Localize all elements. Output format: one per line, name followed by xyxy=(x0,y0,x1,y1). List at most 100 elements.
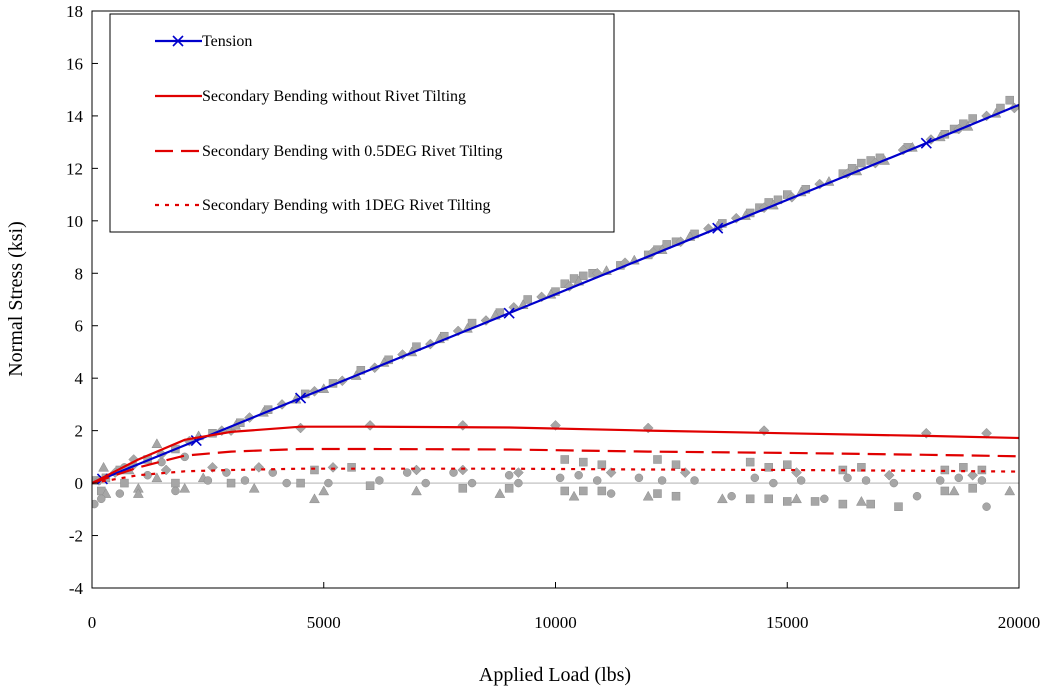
y-tick-label: 2 xyxy=(75,422,84,441)
scatter-point xyxy=(318,485,330,496)
series-line-4 xyxy=(92,467,1019,485)
scatter-point xyxy=(347,463,356,472)
scatter-point xyxy=(504,470,514,480)
scatter-point xyxy=(364,420,376,431)
scatter-point xyxy=(555,473,565,483)
x-tick-label: 15000 xyxy=(766,613,809,632)
scatter-point xyxy=(810,497,820,506)
scatter-point xyxy=(98,461,110,472)
scatter-point xyxy=(171,486,180,496)
scatter-point xyxy=(727,491,736,501)
scatter-point xyxy=(671,460,681,469)
scatter-point xyxy=(750,473,760,483)
legend: Tension Secondary Bending without Rivet T… xyxy=(109,13,615,233)
scatter-point xyxy=(120,478,129,488)
tension-x-marker xyxy=(712,222,724,234)
scatter-point xyxy=(791,493,802,504)
scatter-point xyxy=(203,476,213,485)
scatter-point xyxy=(894,502,903,511)
scatter-point xyxy=(560,455,570,464)
y-tick-label: 14 xyxy=(66,107,84,126)
series-line-2 xyxy=(92,425,1019,485)
plot-area xyxy=(92,95,1019,511)
y-axis-title: Normal Stress (ksi) xyxy=(5,221,27,377)
scatter-point xyxy=(838,499,848,509)
scatter-point xyxy=(889,478,899,488)
scatter-point xyxy=(883,469,895,481)
scatter-point xyxy=(597,460,607,469)
legend-label: Secondary Bending with 0.5DEG Rivet Tilt… xyxy=(202,143,502,160)
y-tick-label: 0 xyxy=(75,474,84,493)
scatter-point xyxy=(857,158,866,168)
scatter-point xyxy=(745,494,755,504)
scatter-point xyxy=(579,271,588,281)
scatter-point xyxy=(171,478,180,488)
scatter-point xyxy=(1005,95,1014,105)
scatter-point xyxy=(457,464,469,476)
scatter-point xyxy=(97,494,106,504)
y-tick-label: -4 xyxy=(69,579,84,598)
scatter-point xyxy=(504,484,514,493)
legend-item: Secondary Bending with 1DEG Rivet Tiltin… xyxy=(155,197,490,214)
scatter-point xyxy=(690,476,699,485)
y-axis-ticks: -4 -2 0 2 4 6 8 10 12 14 16 18 xyxy=(66,2,98,598)
scatter-point xyxy=(115,489,125,498)
scatter-point xyxy=(783,460,792,469)
legend-box xyxy=(109,13,615,233)
scatter-point xyxy=(967,469,979,481)
scatter-point xyxy=(982,502,991,511)
legend-label: Tension xyxy=(202,33,252,50)
scatter-point xyxy=(579,486,588,496)
y-tick-label: 4 xyxy=(75,369,84,388)
scatter-point xyxy=(783,497,792,506)
scatter-point xyxy=(568,490,580,501)
series-line-1 xyxy=(92,103,1019,485)
scatter-point xyxy=(653,455,662,464)
scatter-point xyxy=(282,478,291,488)
scatter-point xyxy=(642,490,654,501)
tension-x-marker xyxy=(295,392,307,404)
x-axis-title: Applied Load (lbs) xyxy=(479,664,631,686)
scatter-point xyxy=(855,495,867,506)
scatter-point xyxy=(769,478,778,488)
scatter-point xyxy=(861,476,871,485)
scatter-point xyxy=(657,476,667,485)
scatter-point xyxy=(494,488,506,498)
scatter-point xyxy=(226,478,236,488)
scatter-point xyxy=(606,489,616,498)
legend-item: Tension xyxy=(155,33,252,50)
tension-x-marker xyxy=(920,137,932,149)
scatter-point xyxy=(579,457,588,467)
scatter-point xyxy=(634,473,644,483)
tension-x-marker xyxy=(503,307,515,319)
scatter-point xyxy=(248,482,260,493)
scatter-point xyxy=(132,488,144,498)
scatter-point xyxy=(513,467,524,478)
y-tick-label: 8 xyxy=(75,264,84,283)
scatter-point xyxy=(92,499,99,509)
scatter-point xyxy=(796,476,806,485)
scatter-point xyxy=(954,473,963,483)
scatter-point xyxy=(597,486,607,496)
scatter-point xyxy=(764,494,773,504)
scatter-point xyxy=(514,478,523,488)
scatter-point xyxy=(324,478,333,488)
scatter-point xyxy=(653,489,662,498)
scatter-point xyxy=(458,484,468,493)
scatter-point xyxy=(977,476,987,485)
scatter-point xyxy=(296,478,305,488)
plot-layer xyxy=(92,95,1019,511)
scatter-point xyxy=(253,462,265,473)
scatter-point xyxy=(758,425,770,436)
legend-label: Secondary Bending with 1DEG Rivet Tiltin… xyxy=(202,197,490,214)
scatter-point xyxy=(240,476,250,485)
y-tick-label: 12 xyxy=(66,159,83,178)
x-tick-label: 5000 xyxy=(307,613,341,632)
scatter-point xyxy=(365,481,375,490)
y-tick-label: -2 xyxy=(69,527,83,546)
scatter-point xyxy=(411,464,422,476)
legend-item: Secondary Bending without Rivet Tilting xyxy=(155,88,466,105)
x-tick-label: 10000 xyxy=(534,613,577,632)
scatter-point xyxy=(179,482,191,493)
scatter-point xyxy=(647,246,659,258)
